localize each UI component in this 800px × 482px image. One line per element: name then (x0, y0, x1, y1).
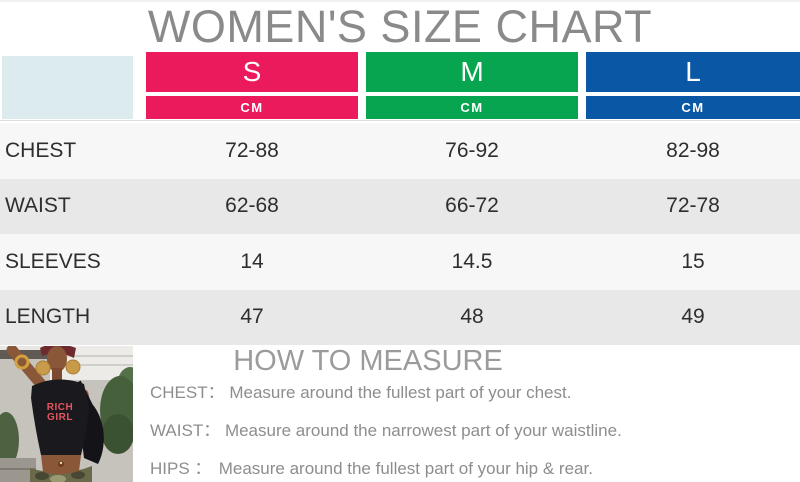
size-table-body: CHEST 72-88 76-92 82-98 WAIST 62-68 66-7… (0, 123, 800, 345)
header-divider (0, 120, 800, 121)
cell-chest-m: 76-92 (445, 138, 499, 162)
rooftop (0, 350, 50, 359)
row-label: CHEST (5, 138, 77, 162)
page-title: WOMEN'S SIZE CHART (147, 1, 653, 52)
cell-chest-s: 72-88 (225, 138, 279, 162)
unit-header-m: CM (366, 96, 578, 119)
cell-sleeves-s: 14 (240, 249, 264, 273)
cell-length-m: 48 (460, 305, 484, 329)
row-label: LENGTH (5, 305, 91, 329)
earring-left (35, 360, 51, 376)
cell-waist-l: 72-78 (666, 194, 720, 218)
table-corner-cell (2, 56, 133, 119)
size-header-l: L (586, 52, 800, 92)
table-row-chest: CHEST 72-88 76-92 82-98 (0, 123, 800, 179)
measure-item-chest: CHEST： Measure around the fullest part o… (150, 374, 650, 412)
neck (52, 368, 62, 380)
table-row-sleeves: SLEEVES 14 14.5 15 (0, 234, 800, 290)
cell-sleeves-l: 15 (681, 249, 705, 273)
cell-length-s: 47 (240, 305, 264, 329)
top-border (0, 0, 800, 2)
gold-bangle (14, 354, 30, 370)
cell-waist-s: 62-68 (225, 194, 279, 218)
crop-top (31, 379, 89, 455)
model-photo: RICH GIRL (0, 346, 133, 482)
shirt-text-line1: RICH (47, 402, 73, 413)
cell-chest-l: 82-98 (666, 138, 720, 162)
measure-text: Measure around the fullest part of your … (218, 459, 593, 478)
measure-text: Measure around the narrowest part of you… (224, 421, 622, 440)
measure-label: HIPS ： (150, 459, 212, 478)
unit-header-s: CM (146, 96, 358, 119)
how-to-measure-heading: HOW TO MEASURE (233, 345, 503, 377)
foliage-left (0, 412, 19, 468)
measure-label: WAIST： (150, 421, 221, 440)
measure-text: Measure around the fullest part of your … (229, 383, 572, 402)
cell-sleeves-m: 14.5 (451, 249, 493, 273)
measure-item-waist: WAIST： Measure around the narrowest part… (150, 412, 650, 450)
measure-item-hips: HIPS ： Measure around the fullest part o… (150, 450, 650, 482)
earring-right (65, 359, 81, 375)
row-label: SLEEVES (5, 249, 101, 273)
unit-header-l: CM (586, 96, 800, 119)
size-header-m: M (366, 52, 578, 92)
cell-waist-m: 66-72 (445, 194, 499, 218)
row-label: WAIST (5, 194, 71, 218)
size-header-s: S (146, 52, 358, 92)
table-row-waist: WAIST 62-68 66-72 72-78 (0, 178, 800, 234)
table-row-length: LENGTH 47 48 49 (0, 289, 800, 345)
cell-length-l: 49 (681, 305, 705, 329)
measure-label: CHEST： (150, 383, 225, 402)
how-to-measure-list: CHEST： Measure around the fullest part o… (150, 374, 650, 482)
shirt-text-line2: GIRL (47, 412, 73, 423)
face (47, 346, 67, 372)
